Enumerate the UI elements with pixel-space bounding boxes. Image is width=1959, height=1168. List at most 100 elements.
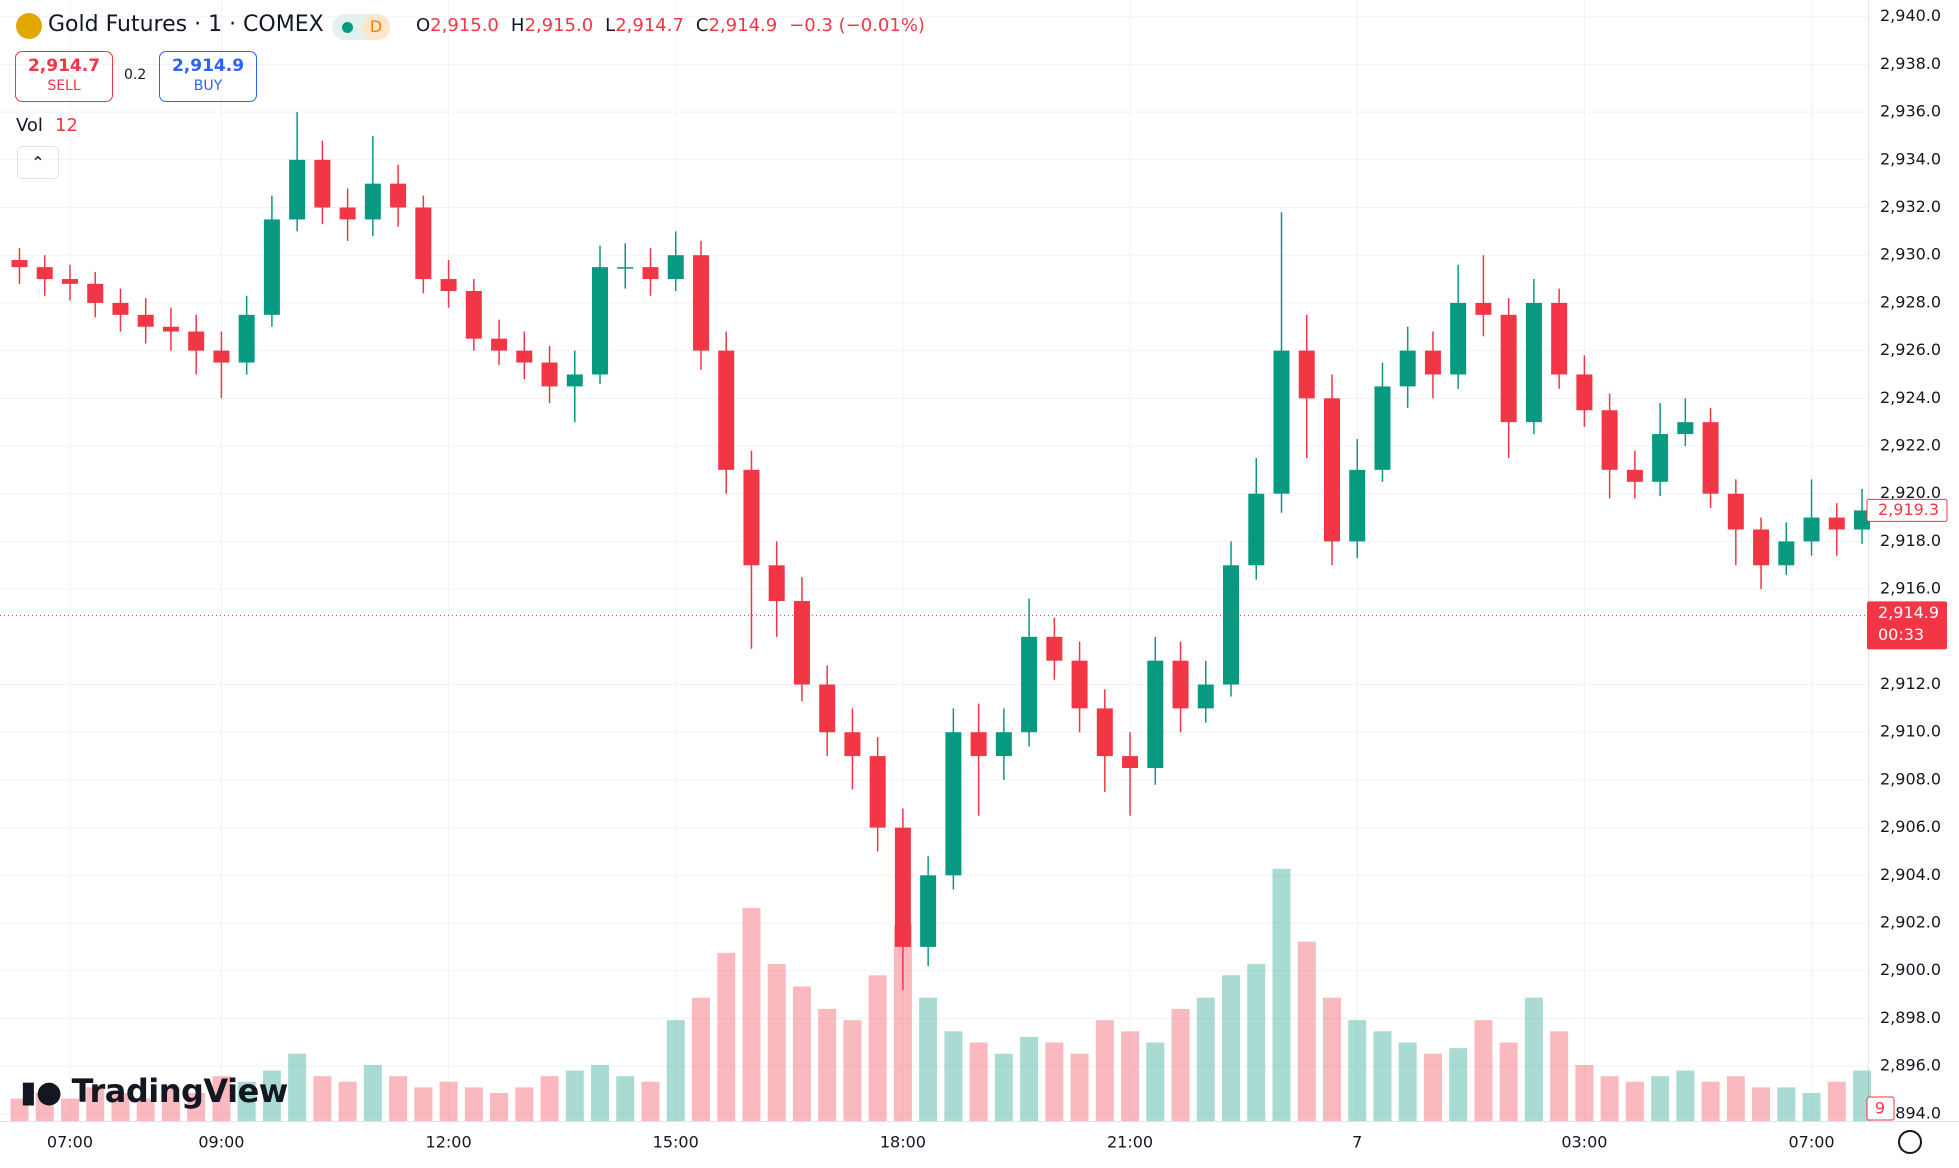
candle-body xyxy=(1702,422,1719,494)
candle-body xyxy=(11,259,28,268)
volume-bar xyxy=(1726,1076,1745,1121)
sell-price: 2,914.7 xyxy=(27,56,101,76)
volume-bar xyxy=(1272,868,1291,1121)
candle-body xyxy=(1424,350,1441,375)
volume-bar xyxy=(1676,1070,1695,1121)
volume-layer xyxy=(10,868,1872,1121)
x-tick-label: 18:00 xyxy=(880,1133,926,1152)
y-tick-label: 2,898.0 xyxy=(1880,1008,1941,1027)
spread: 0.2 xyxy=(124,67,147,83)
volume-bar xyxy=(1449,1048,1468,1121)
volume-bar xyxy=(1524,997,1543,1121)
volume-bar xyxy=(338,1081,357,1121)
volume-bar xyxy=(1171,1008,1190,1121)
logo-mark: ▮● xyxy=(20,1075,72,1110)
candle-body xyxy=(1727,493,1744,530)
volume-bar xyxy=(363,1064,382,1121)
volume-bar xyxy=(187,1092,206,1121)
volume-bar xyxy=(237,1081,256,1121)
volume-bar xyxy=(843,1020,862,1121)
change: −0.3 (−0.01%) xyxy=(789,15,925,36)
collapse-button[interactable]: ⌃ xyxy=(17,146,59,179)
volume-bar xyxy=(490,1092,509,1121)
status-pill[interactable]: D xyxy=(332,14,390,40)
candle-body xyxy=(1626,469,1643,482)
candle-body xyxy=(642,267,659,280)
x-tick-label: 07:00 xyxy=(47,1133,93,1152)
volume-bar xyxy=(1247,964,1266,1121)
candle-body xyxy=(1349,469,1366,542)
volume-bar xyxy=(742,908,761,1121)
volume-bar xyxy=(1348,1020,1367,1121)
y-tick-label: 2,926.0 xyxy=(1880,340,1941,359)
volume-bar xyxy=(439,1081,458,1121)
volume-bar xyxy=(1701,1081,1720,1121)
y-tick-label: 2,900.0 xyxy=(1880,960,1941,979)
buy-button[interactable]: 2,914.9 BUY xyxy=(159,51,257,102)
volume-bar xyxy=(691,997,710,1121)
candle-body xyxy=(440,279,457,291)
y-tick-label: 2,938.0 xyxy=(1880,54,1941,73)
ohlc-value: 2,915.0 xyxy=(524,15,594,36)
last-price-box xyxy=(1867,601,1947,650)
symbol-title[interactable]: Gold Futures · 1 · COMEX xyxy=(48,12,324,37)
candle-body xyxy=(617,267,634,269)
volume-bar xyxy=(1297,941,1316,1121)
volume-bar xyxy=(1827,1081,1846,1121)
candle-body xyxy=(945,732,962,876)
volume-bar xyxy=(464,1087,483,1121)
candle-body xyxy=(1525,302,1542,423)
volume-bar xyxy=(616,1076,635,1121)
volume-bar xyxy=(161,1087,180,1121)
volume-bar xyxy=(313,1076,332,1121)
candle-body xyxy=(1197,684,1214,709)
volume-bar xyxy=(1322,997,1341,1121)
candle-body xyxy=(1753,529,1770,566)
watermark: ▮● TradingView xyxy=(20,1072,288,1110)
candle-body xyxy=(339,207,356,220)
settings-button[interactable] xyxy=(1898,1130,1922,1154)
volume-bar xyxy=(60,1098,79,1121)
x-tick-label: 09:00 xyxy=(198,1133,244,1152)
volume-bar xyxy=(565,1070,584,1121)
sell-button[interactable]: 2,914.7 SELL xyxy=(15,51,113,102)
volume-bar xyxy=(1121,1031,1140,1121)
volume-badge: 9 xyxy=(1875,1099,1885,1118)
y-tick-label: 2,908.0 xyxy=(1880,769,1941,788)
sell-label: SELL xyxy=(47,78,81,94)
candle-body xyxy=(819,684,836,733)
candle-body xyxy=(1147,660,1164,769)
volume-bar xyxy=(1474,1020,1493,1121)
y-tick-label: 2,924.0 xyxy=(1880,388,1941,407)
y-tick-label: 2,912.0 xyxy=(1880,674,1941,693)
volume-bar xyxy=(389,1076,408,1121)
volume-bar xyxy=(818,1008,837,1121)
candle-body xyxy=(692,255,709,351)
candle-body xyxy=(1071,660,1088,709)
ohlc-key: L xyxy=(605,15,616,36)
volume-bar xyxy=(1802,1092,1821,1121)
candle-body xyxy=(1248,493,1265,566)
candle-body xyxy=(1096,708,1113,757)
ohlc-value: 2,914.9 xyxy=(708,15,778,36)
candle-body xyxy=(1803,517,1820,542)
candle-body xyxy=(1500,314,1517,423)
y-tick-label: 2,940.0 xyxy=(1880,6,1941,25)
candle-body xyxy=(61,279,78,284)
y-tick-label: 2,904.0 xyxy=(1880,865,1941,884)
x-tick-label: 03:00 xyxy=(1561,1133,1607,1152)
volume-bar xyxy=(591,1064,610,1121)
volume-title: Vol xyxy=(16,115,43,136)
y-tick-label: 2,918.0 xyxy=(1880,531,1941,550)
volume-bar xyxy=(1499,1042,1518,1121)
y-tick-label: 2,928.0 xyxy=(1880,292,1941,311)
candle-body xyxy=(995,732,1012,757)
x-tick-label: 15:00 xyxy=(653,1133,699,1152)
volume-bar xyxy=(515,1087,534,1121)
volume-bar xyxy=(1020,1036,1039,1121)
candle-body xyxy=(1298,350,1315,399)
volume-bar xyxy=(641,1081,660,1121)
candle-body xyxy=(970,732,987,757)
y-tick-label: 2,916.0 xyxy=(1880,579,1941,598)
